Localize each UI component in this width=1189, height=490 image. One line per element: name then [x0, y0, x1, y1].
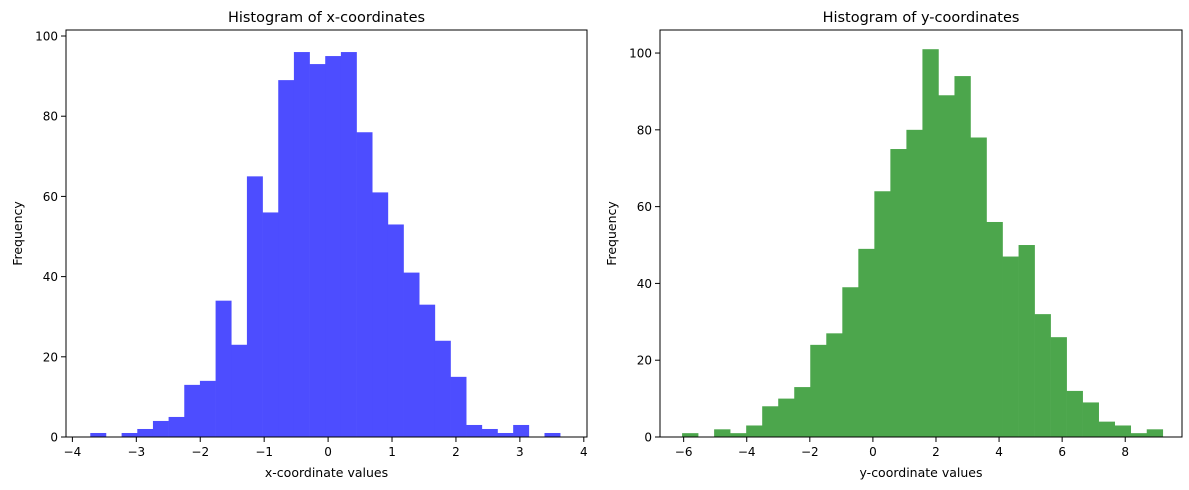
- y-hist-bar: [1098, 421, 1115, 437]
- y-hist-bar: [1002, 256, 1019, 437]
- y-hist-xtick-label: −6: [675, 445, 693, 459]
- x-hist-bar: [293, 52, 310, 438]
- y-hist-xlabel: y-coordinate values: [860, 465, 983, 480]
- y-hist-bar: [1114, 425, 1132, 437]
- y-hist-bar: [1034, 314, 1051, 437]
- y-hist-bar: [954, 76, 971, 437]
- x-hist-bar: [497, 432, 514, 437]
- x-hist-ytick-label: 80: [43, 110, 58, 124]
- y-hist-xtick-label: −2: [801, 445, 819, 459]
- y-hist-bar: [922, 49, 939, 437]
- y-hist-bar: [714, 429, 731, 437]
- x-hist-bar: [168, 416, 185, 437]
- y-hist-xtick-label: 2: [932, 445, 940, 459]
- y-hist-bar: [1130, 433, 1148, 437]
- y-hist-ytick-label: 40: [637, 277, 652, 291]
- x-hist-bar: [544, 432, 561, 437]
- x-hist-ytick-label: 40: [43, 270, 58, 284]
- y-hist-xtick-label: 0: [869, 445, 877, 459]
- y-hist-bar: [762, 406, 779, 437]
- y-hist-bar: [730, 433, 747, 437]
- x-hist-xtick-label: 2: [452, 445, 460, 459]
- x-hist-bar: [199, 380, 216, 437]
- x-hist-xtick-label: −4: [64, 445, 82, 459]
- x-hist-bar: [184, 384, 201, 437]
- y-hist-bar: [810, 344, 827, 437]
- y-hist-bar: [778, 398, 795, 437]
- x-hist-bar: [387, 224, 404, 437]
- x-hist-bar: [513, 424, 530, 437]
- x-hist-bar: [325, 56, 342, 438]
- y-hist-xtick-label: 6: [1058, 445, 1066, 459]
- y-hist-ylabel: Frequency: [604, 201, 619, 266]
- y-hist-bar: [826, 333, 843, 437]
- y-hist-axes-frame: [659, 29, 1183, 438]
- x-hist-xtick-label: 1: [388, 445, 396, 459]
- y-hist-bar: [938, 95, 955, 438]
- y-hist-bar: [842, 287, 859, 437]
- y-hist-bar: [794, 387, 811, 437]
- y-hist-bar: [858, 248, 875, 437]
- x-hist-xtick-label: 4: [580, 445, 588, 459]
- x-hist-bar: [231, 344, 248, 437]
- x-hist-title: Histogram of x-coordinates: [228, 10, 425, 26]
- x-hist-bar: [215, 300, 232, 437]
- x-hist-ytick-label: 0: [50, 431, 58, 445]
- x-hist-ytick-label: 60: [43, 190, 58, 204]
- x-hist-ytick-label: 100: [35, 30, 58, 44]
- x-hist-bar: [246, 176, 263, 438]
- y-hist-ytick-label: 20: [637, 354, 652, 368]
- y-hist-bar: [1082, 402, 1099, 437]
- y-hist-ytick-label: 0: [644, 431, 652, 445]
- y-hist-bar: [1066, 390, 1083, 437]
- x-hist-ylabel: Frequency: [10, 201, 25, 266]
- x-hist-xlabel: x-coordinate values: [265, 465, 388, 480]
- x-hist-bar: [434, 340, 451, 437]
- y-hist-bar: [906, 129, 923, 437]
- x-hist-xtick-label: −1: [255, 445, 273, 459]
- x-hist-bar: [340, 52, 357, 438]
- y-hist-bar: [1018, 245, 1035, 437]
- y-hist-bar: [890, 149, 907, 437]
- y-hist-bar: [970, 137, 987, 437]
- x-hist-xtick-label: −2: [191, 445, 209, 459]
- x-hist-bar: [356, 132, 373, 437]
- x-hist-ytick-label: 20: [43, 350, 58, 364]
- x-hist-bar: [372, 192, 389, 437]
- x-hist-bar: [278, 80, 295, 438]
- y-hist-bar: [986, 221, 1003, 437]
- x-hist-bar: [137, 428, 154, 437]
- y-hist-xtick-label: 4: [995, 445, 1003, 459]
- x-hist-bar: [309, 64, 326, 437]
- y-hist-ytick-label: 80: [637, 123, 652, 137]
- x-hist-bar: [152, 420, 169, 437]
- x-hist-bar: [403, 272, 420, 437]
- y-hist-bar: [682, 433, 699, 437]
- y-hist-ytick-label: 100: [629, 47, 652, 61]
- y-hist-title: Histogram of y-coordinates: [823, 10, 1020, 26]
- x-hist-bar: [481, 428, 498, 437]
- x-hist-xtick-label: −3: [127, 445, 145, 459]
- y-hist-xtick-label: −4: [738, 445, 756, 459]
- x-hist-xtick-label: 0: [324, 445, 332, 459]
- y-hist-ytick-label: 60: [637, 200, 652, 214]
- x-hist-bar: [262, 212, 279, 437]
- x-hist-bar: [450, 376, 467, 437]
- y-hist-bar: [874, 191, 891, 437]
- x-hist-bar: [419, 304, 436, 437]
- y-hist-xtick-label: 8: [1121, 445, 1129, 459]
- y-hist-bar: [1146, 429, 1164, 437]
- y-hist-bar: [1050, 337, 1067, 437]
- x-hist-bar: [121, 432, 138, 437]
- y-hist-bar: [746, 425, 763, 437]
- x-hist-xtick-label: 3: [516, 445, 524, 459]
- x-hist-axes-frame: [65, 29, 588, 438]
- x-hist-bar: [90, 432, 107, 437]
- x-hist-bar: [466, 424, 483, 437]
